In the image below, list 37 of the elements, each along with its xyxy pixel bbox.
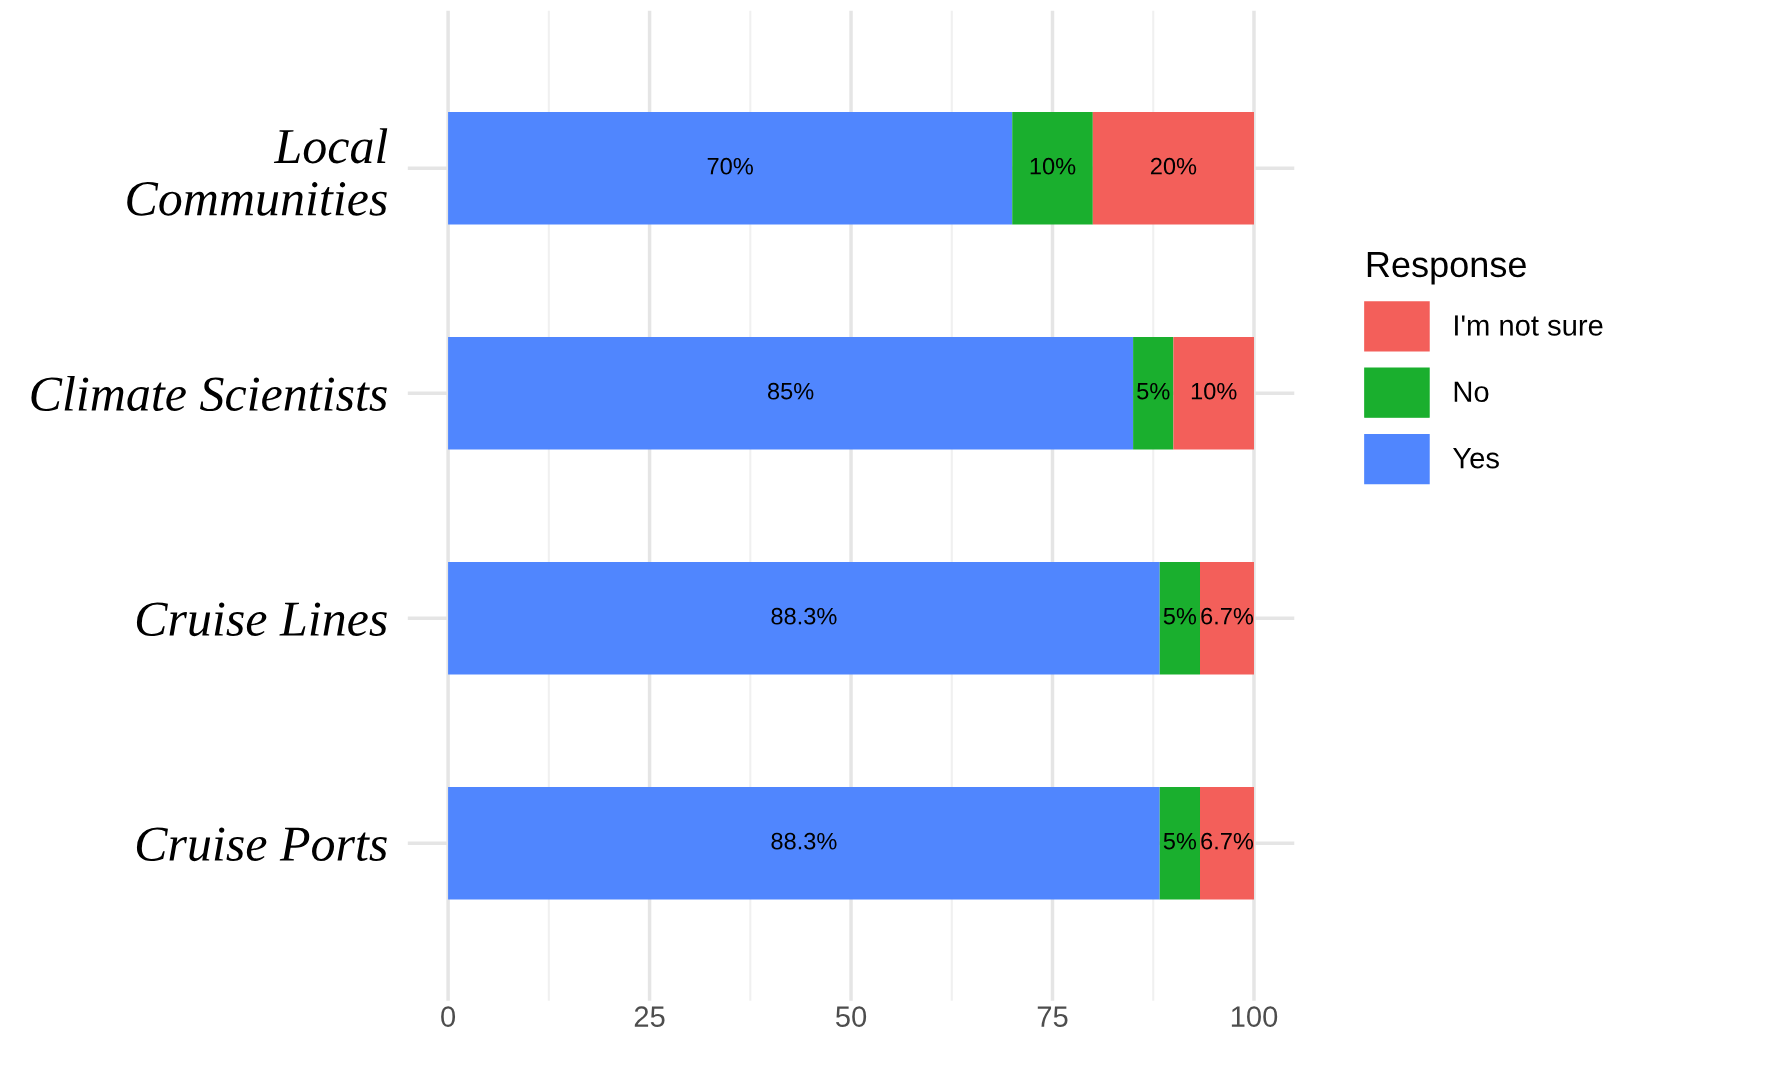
bar: [1012, 112, 1093, 225]
x-tick-label: 75: [1037, 1006, 1068, 1027]
bar: [1200, 786, 1254, 900]
bar: [448, 786, 1160, 900]
bar: [1200, 561, 1254, 675]
data-label: 20%: [1150, 157, 1197, 175]
y-tick-label: Cruise Ports: [136, 827, 387, 862]
y-tick-label: Climate Scientists: [31, 375, 387, 412]
bar: [1092, 112, 1254, 225]
data-label: 6.7%: [1201, 832, 1254, 850]
x-tick-label: 50: [835, 1006, 867, 1027]
data-label: 88.3%: [771, 832, 837, 850]
bar: [1173, 336, 1254, 450]
bar: [1159, 561, 1200, 675]
data-label: 10%: [1191, 382, 1237, 400]
bar: [1159, 786, 1200, 900]
legend-title: Response: [1367, 252, 1526, 285]
bar: [448, 336, 1134, 450]
data-label: 5%: [1137, 382, 1170, 400]
bar: [448, 112, 1013, 225]
data-label: 85%: [767, 382, 814, 400]
data-label: 6.7%: [1201, 607, 1254, 625]
legend-label: Yes: [1453, 448, 1499, 469]
bar: [448, 561, 1160, 675]
legend-label: I'm not sure: [1455, 315, 1603, 336]
bar: [1133, 336, 1174, 450]
data-label: 5%: [1163, 607, 1197, 625]
y-tick-label: Cruise Lines: [136, 602, 387, 637]
legend-label: No: [1454, 381, 1489, 403]
y-tick-label: Local Communities: [127, 128, 388, 216]
x-tick-label: 0: [441, 1006, 456, 1027]
data-label: 70%: [707, 157, 753, 175]
data-label: 88.3%: [771, 607, 837, 625]
x-tick-label: 25: [634, 1006, 665, 1027]
data-label: 5%: [1163, 832, 1197, 850]
data-label: 10%: [1030, 157, 1076, 175]
x-tick-label: 100: [1231, 1006, 1278, 1027]
